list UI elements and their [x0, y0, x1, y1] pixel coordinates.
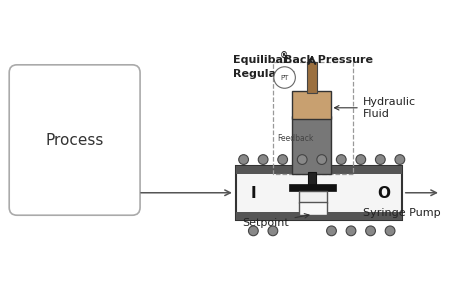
Text: Feedback: Feedback — [277, 134, 313, 143]
Bar — [292, 116, 331, 174]
Text: Regulator: Regulator — [233, 69, 294, 79]
Bar — [273, 62, 353, 174]
Text: I: I — [251, 186, 256, 201]
Bar — [292, 91, 331, 118]
Circle shape — [278, 155, 287, 164]
Circle shape — [317, 155, 327, 164]
Text: Equilibar: Equilibar — [233, 55, 288, 65]
Text: Hydraulic
Fluid: Hydraulic Fluid — [335, 97, 416, 119]
Bar — [290, 184, 336, 191]
Circle shape — [336, 155, 346, 164]
Bar — [299, 202, 327, 215]
Circle shape — [356, 155, 366, 164]
Bar — [307, 62, 317, 93]
Bar — [236, 166, 402, 174]
Circle shape — [258, 155, 268, 164]
Text: Process: Process — [45, 133, 104, 147]
Circle shape — [248, 226, 258, 236]
Circle shape — [274, 67, 295, 88]
Bar — [299, 191, 327, 202]
Bar — [236, 212, 402, 220]
Circle shape — [385, 226, 395, 236]
FancyBboxPatch shape — [9, 65, 140, 215]
Circle shape — [327, 226, 336, 236]
Bar — [236, 166, 402, 220]
Text: Syringe Pump: Syringe Pump — [363, 208, 440, 218]
Circle shape — [239, 155, 248, 164]
Circle shape — [346, 226, 356, 236]
Text: ®: ® — [280, 52, 288, 61]
Circle shape — [395, 155, 405, 164]
Circle shape — [297, 155, 307, 164]
Circle shape — [366, 226, 375, 236]
Bar — [308, 172, 316, 187]
Text: Setpoint: Setpoint — [243, 214, 309, 228]
Text: O: O — [378, 186, 391, 201]
Text: Back Pressure: Back Pressure — [284, 55, 373, 65]
Text: PT: PT — [280, 74, 289, 81]
Circle shape — [268, 226, 278, 236]
Circle shape — [375, 155, 385, 164]
